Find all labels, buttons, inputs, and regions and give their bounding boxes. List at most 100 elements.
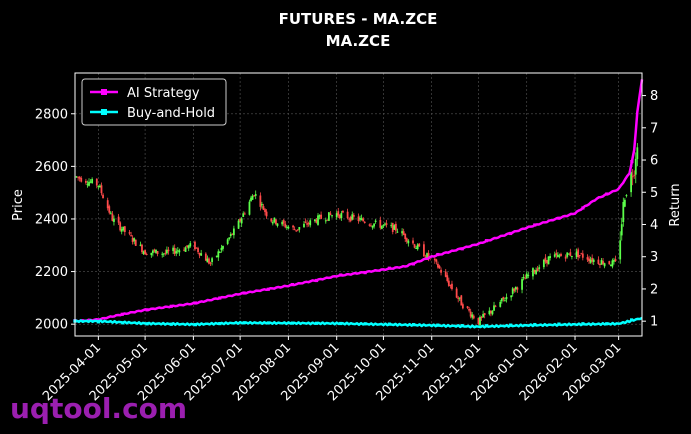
candle [228, 237, 231, 241]
right-axis-label: Return [668, 183, 683, 226]
candle [130, 231, 132, 237]
candle [178, 248, 181, 256]
candle [538, 264, 541, 273]
candle [197, 246, 199, 254]
candle [215, 255, 218, 258]
candle [99, 184, 101, 188]
candle [385, 219, 388, 228]
candle [320, 211, 323, 220]
candle [340, 210, 343, 221]
candle [491, 310, 494, 316]
candle [634, 152, 637, 184]
candle [161, 251, 164, 258]
series-marker [96, 320, 100, 324]
candle [544, 254, 547, 264]
series-marker [509, 323, 513, 327]
series-marker [387, 266, 391, 270]
candle [404, 233, 407, 243]
candle [380, 225, 383, 230]
candle [413, 243, 416, 249]
candle [128, 230, 131, 236]
candle [254, 190, 257, 200]
series-marker [266, 287, 270, 291]
candle [186, 245, 189, 249]
series-marker [120, 312, 124, 316]
candle [209, 261, 212, 267]
candle [402, 228, 405, 236]
candle [253, 194, 256, 197]
chart-subtitle: MA.ZCE [326, 32, 391, 50]
candle [438, 264, 441, 269]
candle [444, 268, 447, 278]
candle [549, 253, 551, 261]
candle [490, 310, 492, 317]
candle [368, 223, 371, 227]
candle [553, 251, 556, 258]
candle [362, 216, 365, 222]
candle [296, 229, 299, 232]
series-marker [193, 323, 198, 327]
candle [556, 252, 559, 258]
candle [275, 218, 277, 226]
candle [183, 247, 185, 252]
series-marker [193, 301, 198, 305]
candle [337, 207, 340, 219]
candle [633, 170, 636, 179]
candle [469, 308, 472, 319]
candle [504, 297, 506, 302]
candle [479, 315, 481, 326]
candle [567, 253, 570, 255]
candle [141, 243, 143, 254]
candle [276, 223, 279, 228]
candle [251, 194, 254, 200]
candle [546, 259, 548, 267]
left-tick-label: 2200 [35, 265, 68, 280]
candle [106, 197, 109, 211]
candle [303, 220, 305, 228]
candle [250, 195, 252, 202]
candle [306, 219, 308, 228]
candle [80, 176, 83, 183]
series-marker [387, 322, 392, 326]
candle [232, 225, 235, 239]
candle [292, 224, 294, 231]
candle [599, 263, 601, 269]
series-marker [581, 206, 585, 210]
legend-bh-label: Buy-and-Hold [127, 106, 215, 121]
legend-ai-label: AI Strategy [127, 86, 200, 101]
candle [122, 226, 125, 232]
candle [109, 211, 112, 215]
candle [317, 213, 319, 226]
candle [391, 222, 394, 235]
candle [248, 199, 251, 216]
candle [261, 201, 263, 209]
candle [295, 230, 298, 233]
candle [352, 212, 355, 220]
candle [75, 176, 78, 178]
candle [412, 237, 414, 245]
series-marker [605, 192, 609, 196]
right-tick-label: 5 [650, 186, 658, 201]
candle [111, 210, 114, 222]
candle [298, 226, 301, 233]
candle [457, 295, 460, 303]
candle [139, 241, 142, 247]
candle [494, 304, 497, 308]
candle [349, 215, 352, 223]
candle [483, 312, 486, 319]
candle [631, 168, 634, 186]
candle [613, 257, 615, 265]
candle [542, 258, 545, 270]
candle [500, 298, 503, 304]
candle [208, 257, 210, 265]
candle [86, 180, 89, 188]
candle [242, 211, 245, 218]
candle [222, 245, 224, 252]
candle [614, 255, 617, 262]
candle [505, 293, 508, 303]
candle [220, 244, 223, 253]
candle [282, 218, 285, 227]
left-tick-label: 2600 [35, 160, 68, 175]
candle [315, 218, 318, 224]
candle [287, 225, 290, 230]
